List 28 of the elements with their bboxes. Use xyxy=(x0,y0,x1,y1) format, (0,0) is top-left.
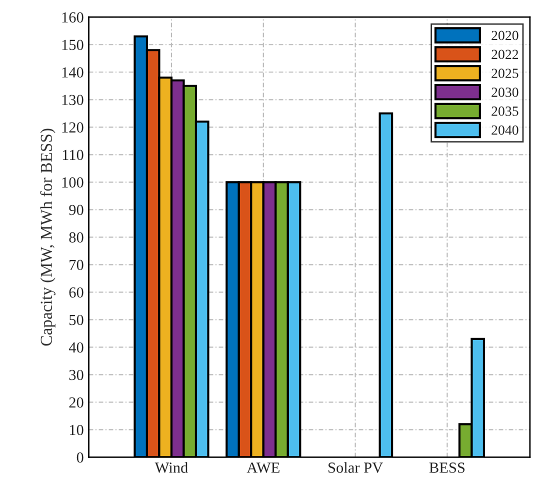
y-tick-label: 120 xyxy=(62,122,84,133)
x-tick-label: BESS xyxy=(429,462,465,473)
legend-label: 2040 xyxy=(492,125,518,135)
x-tick-label: Solar PV xyxy=(328,462,383,473)
y-tick-label: 40 xyxy=(68,342,84,353)
legend-label: 2035 xyxy=(492,106,518,116)
legend-label: 2030 xyxy=(492,88,518,97)
y-tick-label: 90 xyxy=(69,204,84,216)
y-tick-label: 50 xyxy=(70,314,84,326)
y-tick-label: 30 xyxy=(69,370,84,380)
y-axis-title: Capacity (MW, MWh for BESS) xyxy=(40,128,56,346)
y-tick-label: 150 xyxy=(62,40,84,50)
y-tick-label: 70 xyxy=(70,260,84,270)
y-tick-label: 20 xyxy=(69,397,84,408)
legend-label: 2020 xyxy=(492,30,518,40)
y-tick-label: 140 xyxy=(62,67,84,78)
y-tick-label: 100 xyxy=(62,177,84,188)
legend-label: 2025 xyxy=(492,68,518,78)
y-tick-label: 80 xyxy=(69,232,84,243)
y-tick-label: 60 xyxy=(69,287,84,298)
y-tick-label: 160 xyxy=(62,12,84,23)
y-tick-label: 110 xyxy=(62,150,84,160)
y-tick-label: 10 xyxy=(70,424,84,436)
y-tick-label: 0 xyxy=(76,452,84,463)
y-tick-label: 130 xyxy=(62,94,84,106)
x-tick-label: AWE xyxy=(246,462,280,473)
legend-label: 2022 xyxy=(492,50,518,60)
x-tick-label: Wind xyxy=(154,462,188,473)
